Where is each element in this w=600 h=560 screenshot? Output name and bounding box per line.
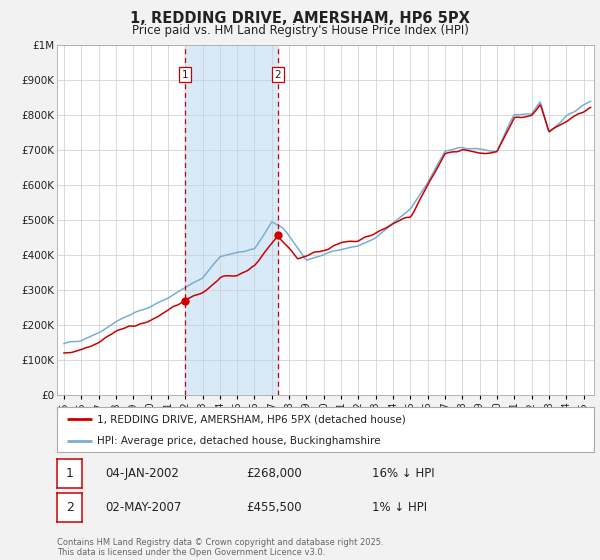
Text: 2: 2 — [274, 69, 281, 80]
Text: 1% ↓ HPI: 1% ↓ HPI — [372, 501, 427, 514]
Text: Price paid vs. HM Land Registry's House Price Index (HPI): Price paid vs. HM Land Registry's House … — [131, 24, 469, 36]
Text: £268,000: £268,000 — [246, 467, 302, 480]
Text: 1, REDDING DRIVE, AMERSHAM, HP6 5PX (detached house): 1, REDDING DRIVE, AMERSHAM, HP6 5PX (det… — [97, 414, 406, 424]
Text: 2: 2 — [65, 501, 74, 514]
Text: 1: 1 — [65, 467, 74, 480]
Text: £455,500: £455,500 — [246, 501, 302, 514]
Text: 1, REDDING DRIVE, AMERSHAM, HP6 5PX: 1, REDDING DRIVE, AMERSHAM, HP6 5PX — [130, 11, 470, 26]
Text: 04-JAN-2002: 04-JAN-2002 — [105, 467, 179, 480]
Text: HPI: Average price, detached house, Buckinghamshire: HPI: Average price, detached house, Buck… — [97, 436, 381, 446]
Bar — [185, 45, 278, 395]
Text: 16% ↓ HPI: 16% ↓ HPI — [372, 467, 434, 480]
Text: Contains HM Land Registry data © Crown copyright and database right 2025.
This d: Contains HM Land Registry data © Crown c… — [57, 538, 383, 557]
Text: 02-MAY-2007: 02-MAY-2007 — [105, 501, 181, 514]
Text: 1: 1 — [182, 69, 188, 80]
